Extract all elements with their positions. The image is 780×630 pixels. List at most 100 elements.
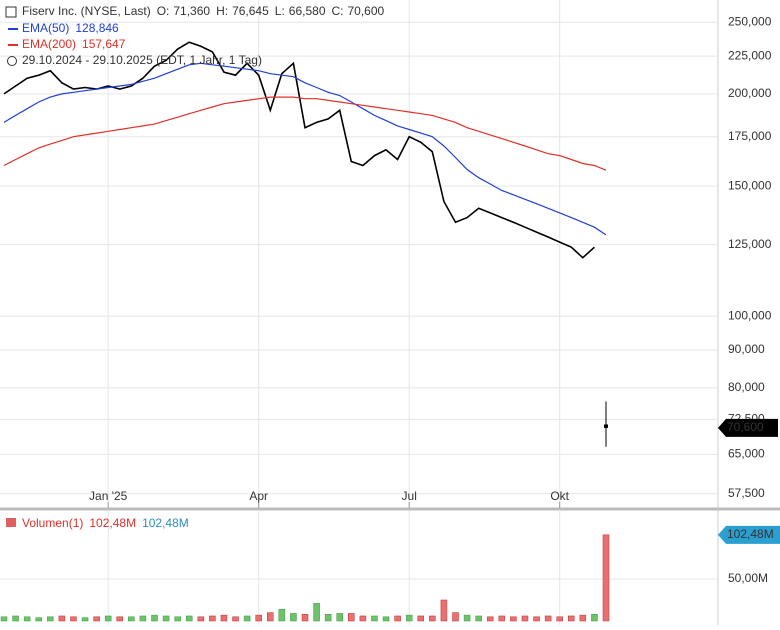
y-tick-label: 100,000 (728, 308, 772, 322)
volume-bar (533, 616, 540, 622)
volume-bar (47, 616, 54, 622)
chart-icon (5, 6, 17, 18)
volume-bar (486, 616, 494, 622)
volume-bar (139, 615, 147, 622)
ohlc-value: 70,600 (348, 4, 385, 18)
volume-legend-name: Volumen(1) (22, 516, 83, 530)
volume-bar (556, 616, 563, 622)
y-tick-label: 175,000 (728, 129, 772, 143)
ohlc-value: 71,360 (173, 4, 210, 18)
volume-bar (197, 616, 205, 622)
legend-value: 157,647 (82, 37, 126, 51)
legend-entry: EMA(200) 157,647 (22, 37, 126, 51)
volume-bar (93, 616, 100, 622)
volume-bar (382, 616, 390, 622)
volume-bar (417, 615, 425, 622)
volume-bar (243, 615, 251, 622)
volume-bar (70, 616, 77, 622)
volume-bar (544, 615, 552, 622)
volume-bar (313, 603, 320, 622)
x-tick-label: Jan '25 (89, 489, 128, 503)
legend-value: 128,846 (75, 21, 119, 35)
volume-bar (579, 614, 587, 622)
ohlc-key: H: (216, 4, 228, 18)
y-tick-label: 90,000 (728, 342, 765, 356)
volume-bar (301, 614, 309, 622)
ema-line (3, 62, 607, 236)
volume-bar (394, 615, 401, 622)
volume-bar (498, 615, 506, 622)
volume-icon (6, 518, 16, 527)
y-tick-label: 250,000 (728, 14, 772, 28)
volume-bar (174, 616, 181, 622)
volume-bar (23, 616, 31, 622)
volume-bar (278, 608, 286, 622)
legend-name: EMA(50) (22, 21, 69, 35)
volume-bar (568, 615, 575, 622)
y-tick-label: 50,00M (728, 571, 768, 585)
volume-bar (255, 614, 262, 622)
volume-bar (510, 616, 517, 622)
volume-bar (324, 614, 332, 622)
volume-bar (0, 616, 8, 622)
y-tick-label: 150,000 (728, 178, 772, 192)
volume-bar (232, 616, 239, 622)
price-tag-label: 70,600 (727, 420, 764, 434)
volume-bar (58, 615, 66, 622)
volume-legend: Volumen(1) 102,48M 102,48M (22, 516, 189, 530)
legend-entry: EMA(50) 128,846 (22, 21, 119, 35)
volume-bar (452, 612, 459, 622)
ohlc-value: 76,645 (232, 4, 269, 18)
price-pane (0, 0, 718, 508)
volume-bar (290, 613, 297, 622)
volume-bar (591, 614, 598, 622)
y-tick-label: 200,000 (728, 86, 772, 100)
chart-subtitle: 29.10.2024 - 29.10.2025 (EDT, 1 Jahr, 1 … (22, 53, 262, 67)
legend-name: EMA(200) (22, 37, 76, 51)
chart-title: Fiserv Inc. (NYSE, Last) (22, 4, 151, 18)
volume-bar (602, 534, 610, 622)
candle-body (604, 424, 608, 428)
y-tick-label: 57,500 (728, 486, 765, 500)
volume-bar (336, 613, 343, 622)
volume-bar (267, 612, 274, 622)
volume-bar (348, 613, 355, 622)
x-tick-label: Jul (402, 489, 417, 503)
y-tick-label: 225,000 (728, 48, 772, 62)
price-tag (718, 418, 778, 437)
volume-bar (429, 615, 436, 622)
volume-bar (162, 615, 170, 622)
volume-bar (35, 617, 42, 622)
x-tick-label: Okt (550, 489, 569, 503)
volume-legend-value: 102,48M (142, 516, 189, 530)
volume-legend-value: 102,48M (89, 516, 136, 530)
ema-line (3, 96, 607, 171)
volume-bar (405, 614, 413, 622)
volume-bar (359, 615, 367, 622)
volume-bar (475, 615, 482, 622)
volume-tag (718, 525, 780, 544)
volume-bar (128, 616, 135, 622)
ohlc-key: C: (332, 4, 344, 18)
clock-icon (7, 56, 17, 66)
volume-bar (185, 615, 193, 622)
volume-bar (220, 614, 228, 622)
volume-bar (209, 615, 216, 622)
volume-bar (521, 615, 529, 622)
ohlc-key: O: (157, 4, 170, 18)
volume-tag-label: 102,48M (727, 527, 774, 541)
y-tick-label: 80,000 (728, 380, 765, 394)
volume-bar (104, 615, 112, 622)
volume-bar (371, 615, 378, 622)
chart-header: Fiserv Inc. (NYSE, Last) O: 71,360 H: 76,645… (22, 4, 385, 18)
volume-bar (151, 614, 158, 622)
y-tick-label: 125,000 (728, 237, 772, 251)
x-tick-label: Apr (249, 489, 268, 503)
volume-bar (463, 614, 471, 622)
y-tick-label: 65,000 (728, 447, 765, 461)
ohlc-key: L: (275, 4, 285, 18)
price-line (3, 41, 595, 259)
ohlc-value: 66,580 (289, 4, 326, 18)
volume-bar (440, 599, 448, 622)
